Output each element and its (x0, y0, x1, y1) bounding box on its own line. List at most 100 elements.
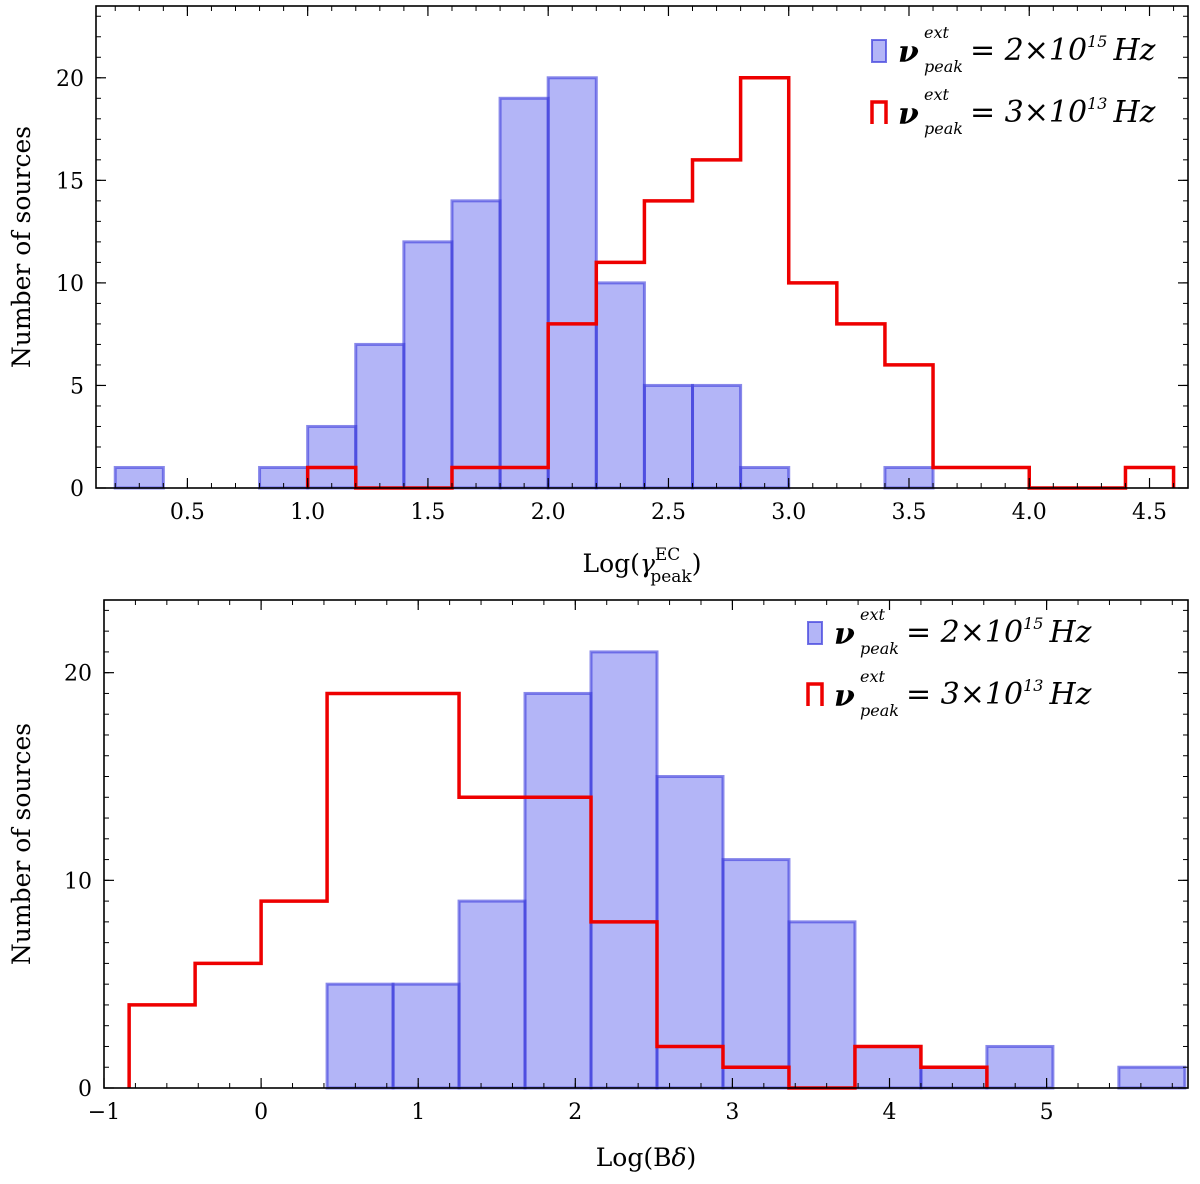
bar-fill (500, 98, 549, 488)
legend-exp: 15 (1087, 32, 1107, 51)
x-tick-label: 4.5 (1132, 500, 1167, 525)
x-tick-label: 1.5 (410, 500, 445, 525)
bar-fill (596, 282, 645, 488)
legend-sup: ext (924, 85, 949, 104)
step-line (127, 691, 989, 1090)
legend-sub: peak (924, 57, 963, 76)
legend-sup: ext (860, 667, 885, 686)
bar-fill (259, 467, 308, 488)
bar-fill (644, 385, 693, 488)
x-axis-label-prefix: Log( (583, 549, 640, 578)
y-tick-label: 20 (56, 67, 84, 92)
x-tick-label: 3 (725, 1100, 739, 1125)
x-tick-label: 3.0 (771, 500, 806, 525)
legend-unit: Hz (1048, 677, 1091, 712)
y-tick-label: 5 (70, 374, 84, 399)
legend-eq: = 2×10 (906, 615, 1023, 650)
x-axis-label-sub: peak (650, 567, 692, 587)
legend-swatch-blue (871, 39, 887, 63)
legend-equation: = 3×1013 Hz (906, 676, 1092, 712)
x-tick-label: 0.5 (170, 500, 205, 525)
x-tick-label: −1 (88, 1100, 120, 1125)
legend-nu: ν (898, 35, 919, 70)
legend-sup: ext (924, 23, 949, 42)
bar-fill (355, 344, 404, 488)
y-tick-label: 15 (56, 169, 84, 194)
x-axis-label: Log(Bδ) (596, 1143, 697, 1172)
series-red-panel-2 (127, 691, 989, 1090)
legend-equation: = 3×1013 Hz (970, 94, 1156, 130)
bar-fill (656, 776, 723, 1088)
legend-eq: = 3×10 (906, 677, 1023, 712)
legend-unit: Hz (1048, 615, 1091, 650)
bar-fill (327, 984, 394, 1088)
bar-fill (459, 901, 526, 1088)
legend-eq: = 2×10 (970, 33, 1087, 68)
x-tick-label: 5 (1040, 1100, 1054, 1125)
legend-swatch-red (870, 100, 888, 124)
bar-fill (548, 77, 597, 488)
bar-fill (393, 984, 460, 1088)
plot-frame (103, 599, 1189, 1089)
legend-unit: Hz (1112, 95, 1155, 130)
legend-nu: ν (898, 97, 919, 132)
legend-exp: 13 (1023, 676, 1043, 695)
bar-fill (403, 241, 452, 488)
legend-eq: = 3×10 (970, 95, 1087, 130)
x-tick-label: 2.0 (531, 500, 566, 525)
x-axis-label-symbol: δ (671, 1143, 686, 1172)
x-tick-label: 1 (411, 1100, 425, 1125)
bar-fill (1118, 1067, 1185, 1088)
bar-fill (591, 651, 657, 1088)
x-tick-label: 4 (883, 1100, 897, 1125)
series-red-panel-1 (305, 76, 1176, 490)
x-axis-label-suffix: ) (687, 1143, 697, 1172)
y-axis-label: Number of sources (7, 723, 36, 965)
legend-sub: peak (860, 701, 899, 720)
y-axis-label: Number of sources (7, 126, 36, 368)
bar-fill (115, 467, 164, 488)
x-axis-label-symbol: γ (640, 549, 655, 578)
legend-equation: = 2×1015 Hz (970, 32, 1156, 68)
y-tick-label: 10 (64, 869, 92, 894)
x-tick-label: 0 (254, 1100, 268, 1125)
legend-equation: = 2×1015 Hz (906, 614, 1092, 650)
bar-fill (854, 1046, 921, 1088)
series-blue-panel-2 (325, 650, 1187, 1090)
legend-sub: peak (860, 639, 899, 658)
bar-fill (740, 467, 789, 488)
legend-exp: 15 (1023, 614, 1043, 633)
x-tick-label: 4.0 (1012, 500, 1047, 525)
x-axis-label-suffix: ) (692, 549, 702, 578)
y-tick-label: 0 (78, 1077, 92, 1102)
y-tick-label: 20 (64, 662, 92, 687)
bar-fill (884, 467, 934, 488)
bar-fill (692, 385, 741, 488)
legend-nu: ν (834, 679, 855, 714)
series-blue-panel-1 (113, 76, 935, 490)
legend-swatch-blue (807, 621, 823, 645)
x-tick-label: 3.5 (891, 500, 926, 525)
legend-nu: ν (834, 617, 855, 652)
x-tick-label: 2 (568, 1100, 582, 1125)
histogram-panel-1: 0.5 1.0 1.5 2.0 2.5 3.0 3.5 4.0 4.5 0 5 10 15 20 Numbe… (7, 5, 1189, 587)
legend-exp: 13 (1087, 94, 1107, 113)
bar-fill (920, 1067, 987, 1088)
bar-fill (307, 426, 356, 488)
x-tick-label: 1.0 (290, 500, 325, 525)
legend-sup: ext (860, 605, 885, 624)
legend-unit: Hz (1112, 33, 1155, 68)
bar-fill (788, 921, 855, 1088)
bar-fill (986, 1046, 1053, 1088)
x-axis-label-sup: EC (655, 545, 680, 565)
y-tick-label: 10 (56, 272, 84, 297)
x-tick-label: 2.5 (651, 500, 686, 525)
bar-fill (525, 693, 592, 1088)
